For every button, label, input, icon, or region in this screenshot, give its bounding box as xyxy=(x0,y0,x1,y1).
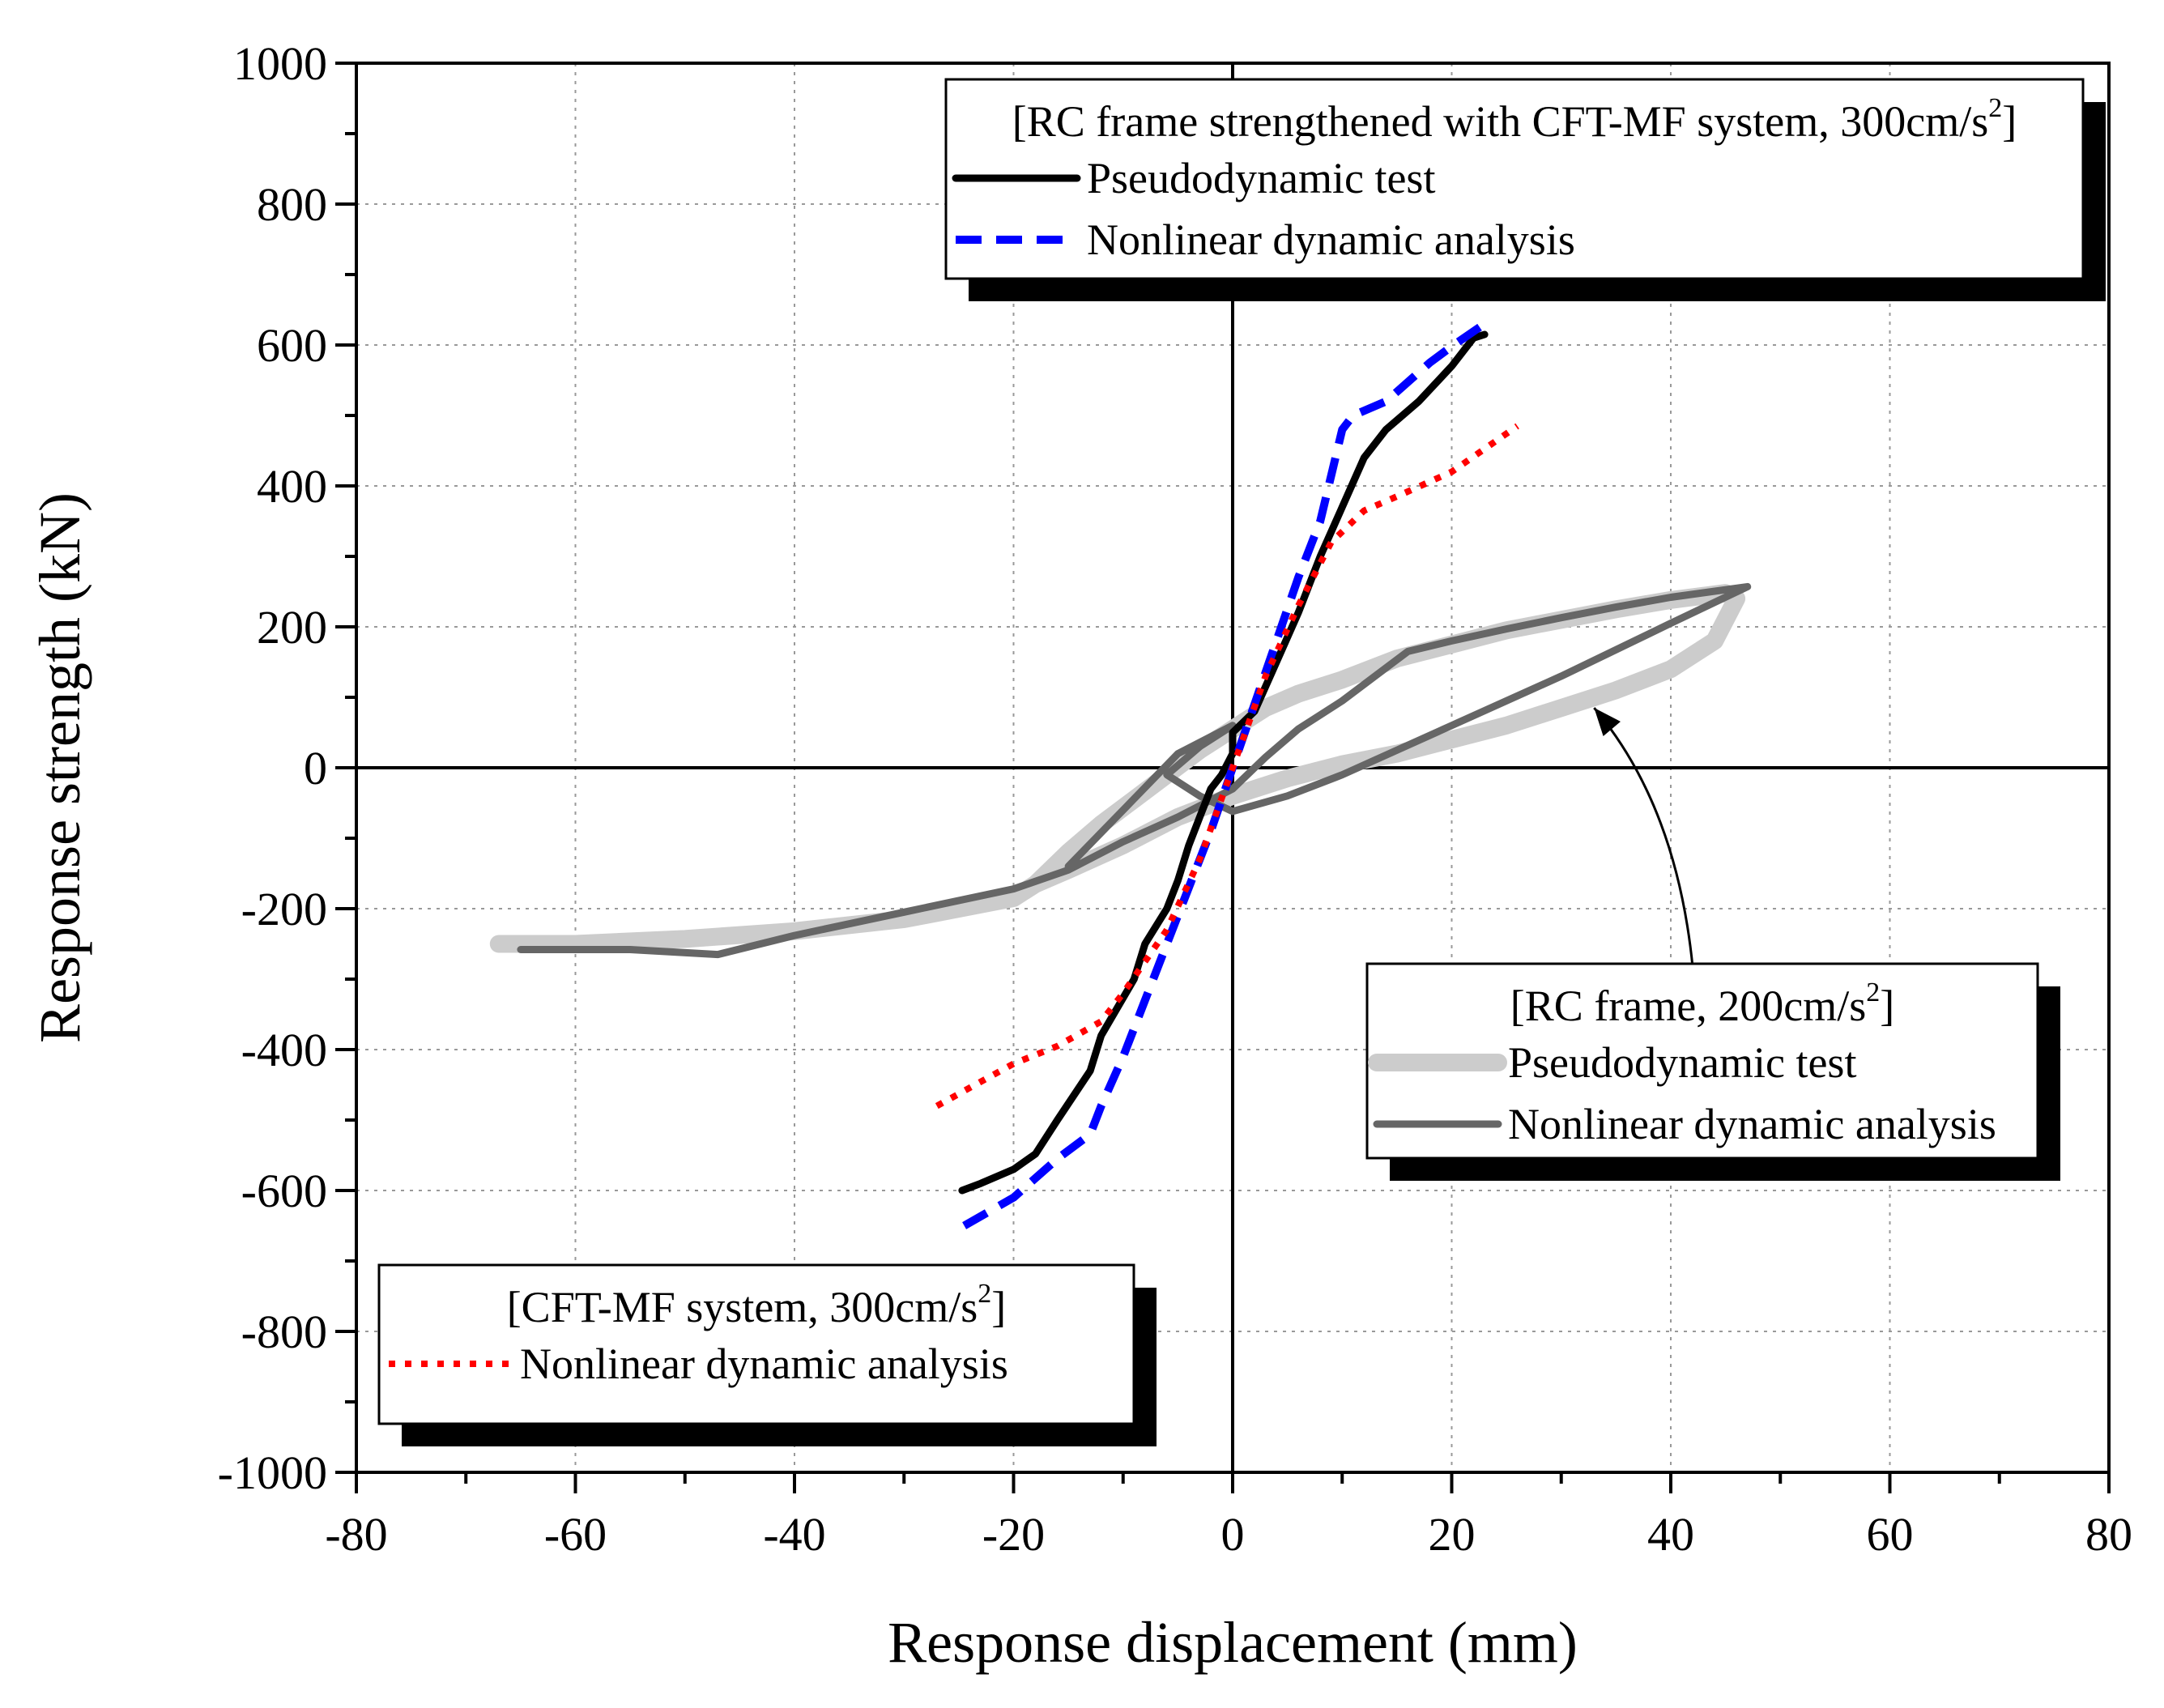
y-tick-label: -800 xyxy=(241,1305,327,1358)
legend-title-end: ] xyxy=(991,1283,1006,1331)
x-tick-label: 0 xyxy=(1221,1508,1245,1561)
legend-title-end: ] xyxy=(1880,982,1894,1030)
legend-title-main: [RC frame strengthened with CFT-MF syste… xyxy=(1012,97,1988,146)
x-tick-label: -80 xyxy=(325,1508,387,1561)
legend-cft-mf: [CFT-MF system, 300cm/s2] Nonlinear dynam… xyxy=(377,1263,1157,1446)
x-tick-label: -40 xyxy=(763,1508,825,1561)
legend-label: Nonlinear dynamic analysis xyxy=(1087,215,1575,264)
annotation xyxy=(1593,707,1694,968)
legend-label: Nonlinear dynamic analysis xyxy=(520,1340,1008,1388)
x-tick-label: -20 xyxy=(982,1508,1045,1561)
series-cft_test xyxy=(958,330,1489,1195)
y-tick-label: -400 xyxy=(241,1024,327,1076)
legend-cft-strengthened: [RC frame strengthened with CFT-MF syste… xyxy=(944,78,2106,301)
y-tick-label: 1000 xyxy=(233,37,327,90)
series-rc_analysis xyxy=(517,582,1752,959)
legend-label: Pseudodynamic test xyxy=(1087,154,1435,202)
legend-box xyxy=(377,1263,1135,1425)
legend-title: [RC frame strengthened with CFT-MF syste… xyxy=(1012,93,2017,146)
y-tick-label: 800 xyxy=(257,178,327,231)
legend-title-superscript: 2 xyxy=(978,1279,991,1309)
x-tick-label: 60 xyxy=(1867,1508,1914,1561)
x-tick-label: -60 xyxy=(544,1508,607,1561)
legend-title-main: [CFT-MF system, 300cm/s xyxy=(507,1283,978,1331)
legend-title-superscript: 2 xyxy=(1988,93,2002,123)
series-mf_analysis xyxy=(935,423,1519,1110)
y-tick-label: 200 xyxy=(257,601,327,654)
legend-title-end: ] xyxy=(2002,97,2017,146)
y-tick-label: -600 xyxy=(241,1165,327,1217)
x-axis-title: Response displacement (mm) xyxy=(888,1610,1578,1675)
legend-title: [CFT-MF system, 300cm/s2] xyxy=(507,1279,1007,1331)
data-series xyxy=(489,320,1752,1229)
y-tick-label: 0 xyxy=(304,742,327,794)
y-tick-label: 400 xyxy=(257,460,327,513)
x-tick-label: 40 xyxy=(1647,1508,1694,1561)
legends: [RC frame strengthened with CFT-MF syste… xyxy=(377,78,2106,1446)
legend-title: [RC frame, 200cm/s2] xyxy=(1510,978,1894,1030)
legend-title-superscript: 2 xyxy=(1866,978,1880,1007)
legend-label: Nonlinear dynamic analysis xyxy=(1508,1100,1996,1148)
legend-label: Pseudodynamic test xyxy=(1508,1038,1856,1087)
y-tick-label: -200 xyxy=(241,883,327,935)
legend-rc-frame: [RC frame, 200cm/s2] Pseudodynamic test No… xyxy=(1365,962,2060,1181)
x-tick-label: 80 xyxy=(2085,1508,2132,1561)
axes: -80 -60 -40 -20 0 20 40 60 8010008006004002000-2… xyxy=(218,37,2132,1561)
x-tick-label: 20 xyxy=(1429,1508,1476,1561)
legend-box xyxy=(944,78,2085,280)
legend-title-main: [RC frame, 200cm/s xyxy=(1510,982,1866,1030)
y-axis-title: Response strength (kN) xyxy=(28,492,92,1043)
annotation-arrow-head xyxy=(1594,708,1621,737)
y-tick-label: 600 xyxy=(257,319,327,372)
y-tick-label: -1000 xyxy=(218,1446,327,1499)
annotation-arrow-line xyxy=(1593,707,1694,968)
